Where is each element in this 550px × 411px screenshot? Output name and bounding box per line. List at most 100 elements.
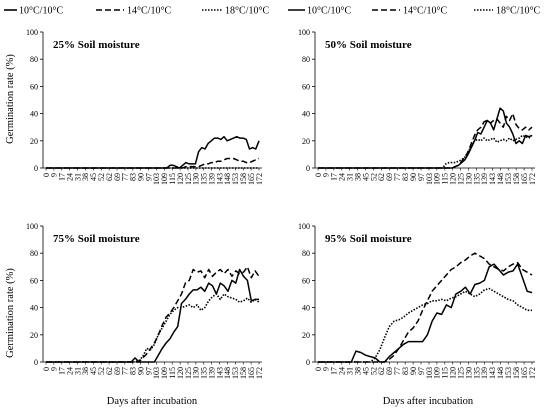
x-tick-label: 83 [401, 173, 410, 181]
x-tick-label: 97 [417, 367, 426, 375]
legend-label-right-1: 14°C/10°C [403, 6, 447, 17]
x-tick-label: 139 [207, 367, 216, 379]
x-tick-label: 9 [322, 173, 331, 177]
x-tick-label: 62 [377, 367, 386, 375]
x-tick-label: 172 [528, 173, 537, 185]
x-tick-label: 158 [239, 367, 248, 379]
y-axis-label-bottom: Germination rate (%) [5, 268, 16, 358]
x-tick-label: 103 [425, 367, 434, 379]
x-tick-label: 165 [247, 367, 256, 379]
x-tick-label: 148 [223, 173, 232, 185]
y-tick-label: 100 [298, 222, 310, 231]
legend-left: 10°C/10°C 14°C/10°C 18°C/10°C [4, 6, 269, 17]
x-tick-label: 62 [105, 367, 114, 375]
x-tick-label: 45 [361, 173, 370, 181]
y-tick-label: 60 [302, 82, 310, 91]
x-tick-label: 45 [89, 367, 98, 375]
x-tick-label: 62 [377, 173, 386, 181]
x-tick-label: 52 [369, 367, 378, 375]
x-tick-label: 103 [152, 367, 161, 379]
panel-95-soil-moisture: 0204060801000917243138455262697783909710… [298, 222, 537, 379]
x-tick-label: 143 [215, 173, 224, 185]
x-tick-label: 77 [393, 367, 402, 375]
x-tick-label: 38 [81, 367, 90, 375]
x-tick-label: 135 [472, 367, 481, 379]
x-tick-label: 153 [231, 173, 240, 185]
y-tick-label: 20 [30, 331, 38, 340]
legend-label-right-0: 10°C/10°C [307, 6, 351, 17]
x-tick-label: 77 [121, 367, 130, 375]
x-tick-label: 83 [129, 367, 138, 375]
x-tick-label: 153 [504, 367, 513, 379]
x-tick-label: 158 [512, 367, 521, 379]
panel-75-soil-moisture: 0204060801000917243138455262697783909710… [26, 222, 264, 379]
x-tick-label: 69 [385, 173, 394, 181]
x-axis-label-right: Days after incubation [383, 396, 474, 407]
x-tick-label: 130 [192, 173, 201, 185]
x-tick-label: 109 [433, 367, 442, 379]
x-tick-label: 38 [81, 173, 90, 181]
x-tick-label: 45 [89, 173, 98, 181]
x-tick-label: 24 [338, 367, 347, 375]
x-tick-label: 97 [144, 173, 153, 181]
y-tick-label: 0 [34, 358, 38, 367]
x-tick-label: 17 [330, 367, 339, 375]
series-line-solid [46, 135, 260, 169]
y-tick-label: 40 [30, 110, 38, 119]
x-tick-label: 139 [480, 367, 489, 379]
x-tick-label: 45 [361, 367, 370, 375]
x-tick-label: 172 [255, 173, 264, 185]
series-line-dotted [46, 293, 260, 363]
x-tick-label: 24 [65, 173, 74, 181]
x-tick-label: 97 [144, 367, 153, 375]
y-tick-label: 80 [30, 55, 38, 64]
x-tick-label: 52 [97, 173, 106, 181]
x-tick-label: 120 [449, 367, 458, 379]
panel-title: 50% Soil moisture [325, 39, 412, 51]
x-tick-label: 17 [58, 367, 67, 375]
panel-title: 25% Soil moisture [53, 39, 140, 51]
x-tick-label: 69 [385, 367, 394, 375]
x-tick-label: 52 [97, 367, 106, 375]
x-tick-label: 103 [152, 173, 161, 185]
x-tick-label: 9 [322, 367, 331, 371]
x-tick-label: 120 [176, 173, 185, 185]
x-tick-label: 90 [409, 173, 418, 181]
y-tick-label: 40 [30, 304, 38, 313]
x-tick-label: 158 [512, 173, 521, 185]
x-tick-label: 130 [464, 173, 473, 185]
x-tick-label: 0 [42, 173, 51, 177]
x-tick-label: 115 [168, 173, 177, 185]
legend-label-left-0: 10°C/10°C [19, 6, 63, 17]
x-tick-label: 109 [160, 173, 169, 185]
x-axis-label-left: Days after incubation [107, 396, 198, 407]
y-tick-label: 100 [298, 28, 310, 37]
y-tick-label: 20 [302, 331, 310, 340]
x-tick-label: 0 [42, 367, 51, 371]
x-tick-label: 109 [160, 367, 169, 379]
x-tick-label: 125 [456, 367, 465, 379]
x-tick-label: 115 [168, 367, 177, 379]
series-line-dotted [318, 287, 532, 363]
x-tick-label: 120 [176, 367, 185, 379]
x-tick-label: 24 [65, 367, 74, 375]
x-tick-label: 125 [184, 173, 193, 185]
x-tick-label: 52 [369, 173, 378, 181]
y-tick-label: 100 [26, 28, 38, 37]
legend-label-left-2: 18°C/10°C [225, 6, 269, 17]
y-tick-label: 0 [34, 164, 38, 173]
x-tick-label: 153 [504, 173, 513, 185]
series-line-solid [318, 263, 533, 363]
x-tick-label: 69 [113, 173, 122, 181]
x-tick-label: 17 [58, 173, 67, 181]
x-tick-label: 125 [456, 173, 465, 185]
series-line-dashed [318, 112, 533, 169]
legend-label-left-1: 14°C/10°C [127, 6, 171, 17]
y-tick-label: 80 [302, 249, 310, 258]
x-tick-label: 158 [239, 173, 248, 185]
panel-50-soil-moisture: 0204060801000917243138455262697783909710… [298, 28, 537, 185]
y-tick-label: 60 [30, 82, 38, 91]
y-tick-label: 20 [30, 137, 38, 146]
x-tick-label: 17 [330, 173, 339, 181]
x-tick-label: 165 [520, 367, 529, 379]
